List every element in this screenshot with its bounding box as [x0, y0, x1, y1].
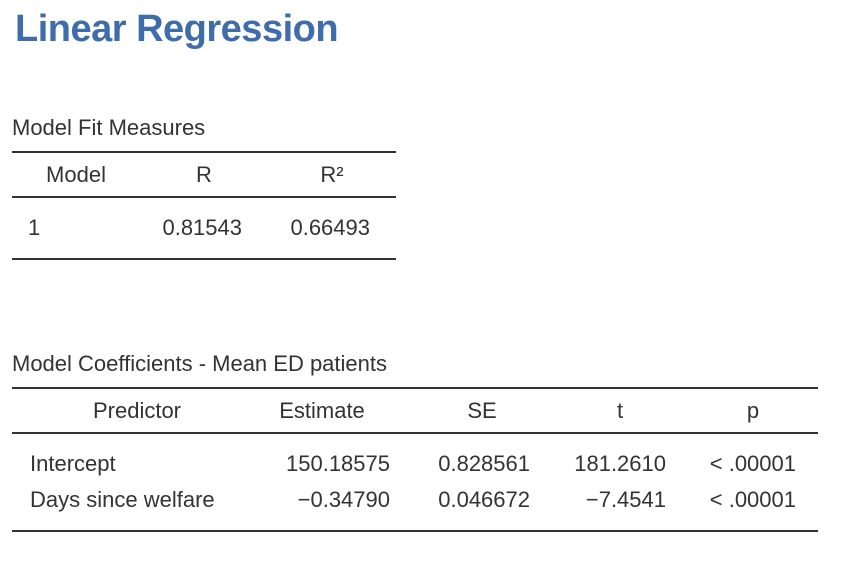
coefficients-header-row: Predictor Estimate SE t p: [12, 387, 818, 434]
column-header-r2: R²: [268, 151, 396, 198]
cell-model-number: 1: [28, 215, 41, 240]
cell-p-value: < .00001: [709, 451, 796, 476]
cell-t-value: 181.2610: [574, 451, 666, 476]
column-header-predictor: Predictor: [12, 387, 232, 434]
table-row-days-since-welfare: Days since welfare −0.34790 0.046672 −7.…: [12, 482, 818, 531]
cell-predictor-name: Intercept: [30, 451, 116, 476]
model-fit-table: Model R R² 1 0.81543 0.66493: [12, 151, 396, 260]
model-fit-section: Model Fit Measures Model R R² 1 0.81543 …: [12, 114, 396, 260]
model-coefficients-section: Model Coefficients - Mean ED patients Pr…: [12, 350, 818, 532]
column-header-r: R: [140, 151, 268, 198]
cell-se-value: 0.046672: [438, 487, 530, 512]
page-title: Linear Regression: [15, 8, 339, 50]
model-fit-table-title: Model Fit Measures: [12, 115, 206, 140]
column-header-p: p: [688, 387, 818, 434]
column-header-se: SE: [412, 387, 552, 434]
cell-predictor-name: Days since welfare: [30, 487, 215, 512]
cell-r-value: 0.81543: [162, 215, 242, 240]
column-header-t: t: [552, 387, 688, 434]
model-coefficients-table: Predictor Estimate SE t p Intercept 150.…: [12, 387, 818, 532]
cell-estimate-value: 150.18575: [286, 451, 390, 476]
model-fit-header-row: Model R R²: [12, 151, 396, 198]
column-header-estimate: Estimate: [232, 387, 412, 434]
cell-t-value: −7.4541: [585, 487, 666, 512]
cell-se-value: 0.828561: [438, 451, 530, 476]
column-header-model: Model: [12, 151, 140, 198]
model-coefficients-table-title: Model Coefficients - Mean ED patients: [12, 351, 387, 376]
cell-r2-value: 0.66493: [290, 215, 370, 240]
table-row-intercept: Intercept 150.18575 0.828561 181.2610 < …: [12, 433, 818, 482]
cell-p-value: < .00001: [709, 487, 796, 512]
cell-estimate-value: −0.34790: [297, 487, 390, 512]
table-row: 1 0.81543 0.66493: [12, 197, 396, 259]
